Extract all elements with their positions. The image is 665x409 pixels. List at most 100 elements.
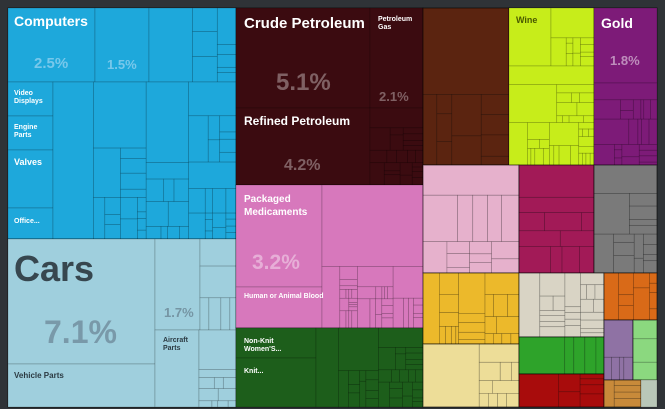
tile-foodstuffs-a (550, 37, 567, 67)
tile-transport-small (199, 265, 237, 299)
tile-precious-rest (614, 149, 623, 159)
tile-chemicals-rest (408, 297, 414, 329)
tile-instruments (586, 284, 596, 300)
tile-minerals-small (369, 127, 391, 151)
tile-machinery-rest (219, 115, 237, 133)
tile-animal-products (446, 253, 470, 268)
tile-machinery-rest (179, 226, 189, 240)
tile-minerals-small (399, 174, 413, 186)
tile-machinery-rest (163, 178, 175, 202)
tile-vegetable (484, 333, 494, 345)
tile-foodstuffs-b (556, 92, 572, 103)
tile-foodstuffs-b (556, 115, 563, 123)
tile-transport-rest (222, 377, 237, 389)
tile-textiles-rest (315, 327, 339, 408)
tile-foodstuffs-b (568, 115, 584, 123)
tile-misc (618, 356, 625, 381)
tile-machinery-rest (120, 197, 138, 220)
tile-foodstuffs-b (534, 148, 544, 166)
tile-vegetable (501, 333, 512, 345)
tile-arts (632, 338, 658, 363)
tile-footwear (579, 378, 605, 386)
tile-precious-rest (637, 118, 642, 145)
tile-paper (478, 393, 489, 408)
tile-machinery-rest (167, 201, 189, 227)
tile-instruments (580, 272, 605, 286)
tile-petroleum-gas (369, 7, 424, 109)
tile-foodstuffs-a (580, 51, 595, 57)
tile-vegetable (484, 316, 497, 334)
tile-animal-products (446, 267, 470, 274)
tile-textiles-rest (405, 347, 424, 354)
tile-paper (478, 343, 520, 363)
tile-precious-rest (632, 99, 642, 120)
tile-transport-rest (198, 400, 213, 408)
tile-textiles-rest (415, 369, 424, 383)
tile-minerals-small (411, 162, 424, 168)
tile-metals (633, 233, 644, 259)
tile-weapons (613, 379, 642, 386)
tile-chemicals-rest (413, 317, 424, 329)
tile-metals (643, 254, 658, 262)
tile-machinery-rest (167, 226, 180, 240)
tile-animal-hides (422, 7, 510, 95)
tile-chemicals-rest (357, 298, 371, 329)
tile-machinery-rest (188, 161, 237, 189)
tile-textiles-rest (389, 388, 403, 399)
tile-wood (573, 336, 586, 375)
tile-plastics (581, 212, 595, 232)
tile-vegetable (422, 272, 440, 345)
tile-chemicals-rest (351, 310, 358, 329)
tile-machinery-rest (225, 212, 237, 220)
tile-machinery-rest (204, 188, 213, 214)
tile-transport-small (199, 297, 210, 331)
tile-plastics (550, 246, 563, 274)
tile-vegetable (510, 333, 520, 345)
tile-foodstuffs-b (542, 148, 550, 166)
tile-paper (499, 361, 512, 381)
tile-foodstuffs-b (527, 122, 550, 140)
tile-plastics (518, 196, 595, 213)
tile-machinery-small (216, 66, 237, 73)
tile-textiles-rest (348, 384, 361, 394)
tile-vegetable (458, 313, 486, 324)
tile-machinery-small (192, 7, 218, 32)
tile-plastics (518, 230, 561, 247)
tile-chemicals-rest (351, 289, 358, 299)
tile-minerals-small (383, 170, 401, 176)
tile-metals (593, 233, 614, 274)
tile-metals (593, 193, 630, 235)
tile-transport-rest (227, 400, 237, 408)
tile-machinery-rest (145, 178, 165, 202)
tile-metals (643, 244, 658, 255)
tile-chemicals-rest (403, 297, 409, 329)
tile-plastics (561, 246, 580, 274)
tile-stone (649, 308, 658, 321)
tile-machinery-rest (160, 226, 168, 240)
tile-minerals-small (389, 127, 404, 136)
tile-chemicals-rest (348, 289, 353, 299)
tile-animal-products (422, 241, 448, 274)
tile-textiles-rest (395, 347, 407, 355)
tile-foodstuffs-b (589, 152, 595, 166)
tile-chemicals-rest (384, 286, 388, 300)
tile-machinery-rest (93, 147, 121, 198)
tile-textiles-rest (365, 398, 379, 408)
tile-precious-rest (593, 118, 630, 145)
tile-chemicals-rest (339, 266, 358, 280)
tile-foodstuffs-b (578, 145, 595, 154)
tile-precious-rest (614, 144, 623, 151)
tile-vegetable (496, 316, 520, 334)
tile-machinery-rest (225, 232, 237, 240)
tile-paper (478, 361, 501, 381)
tile-animal-products (491, 241, 520, 260)
tile-textiles-rest (405, 359, 424, 365)
tile-minerals-small (383, 162, 401, 172)
tile-metals (613, 255, 635, 274)
tile-precious-rest (593, 99, 621, 120)
tile-minerals-small (407, 149, 416, 164)
tile-animal-products (501, 194, 520, 242)
tile-animal-hides (480, 155, 510, 166)
tile-minerals-small (402, 127, 424, 135)
tile-foodstuffs-b (588, 128, 595, 137)
